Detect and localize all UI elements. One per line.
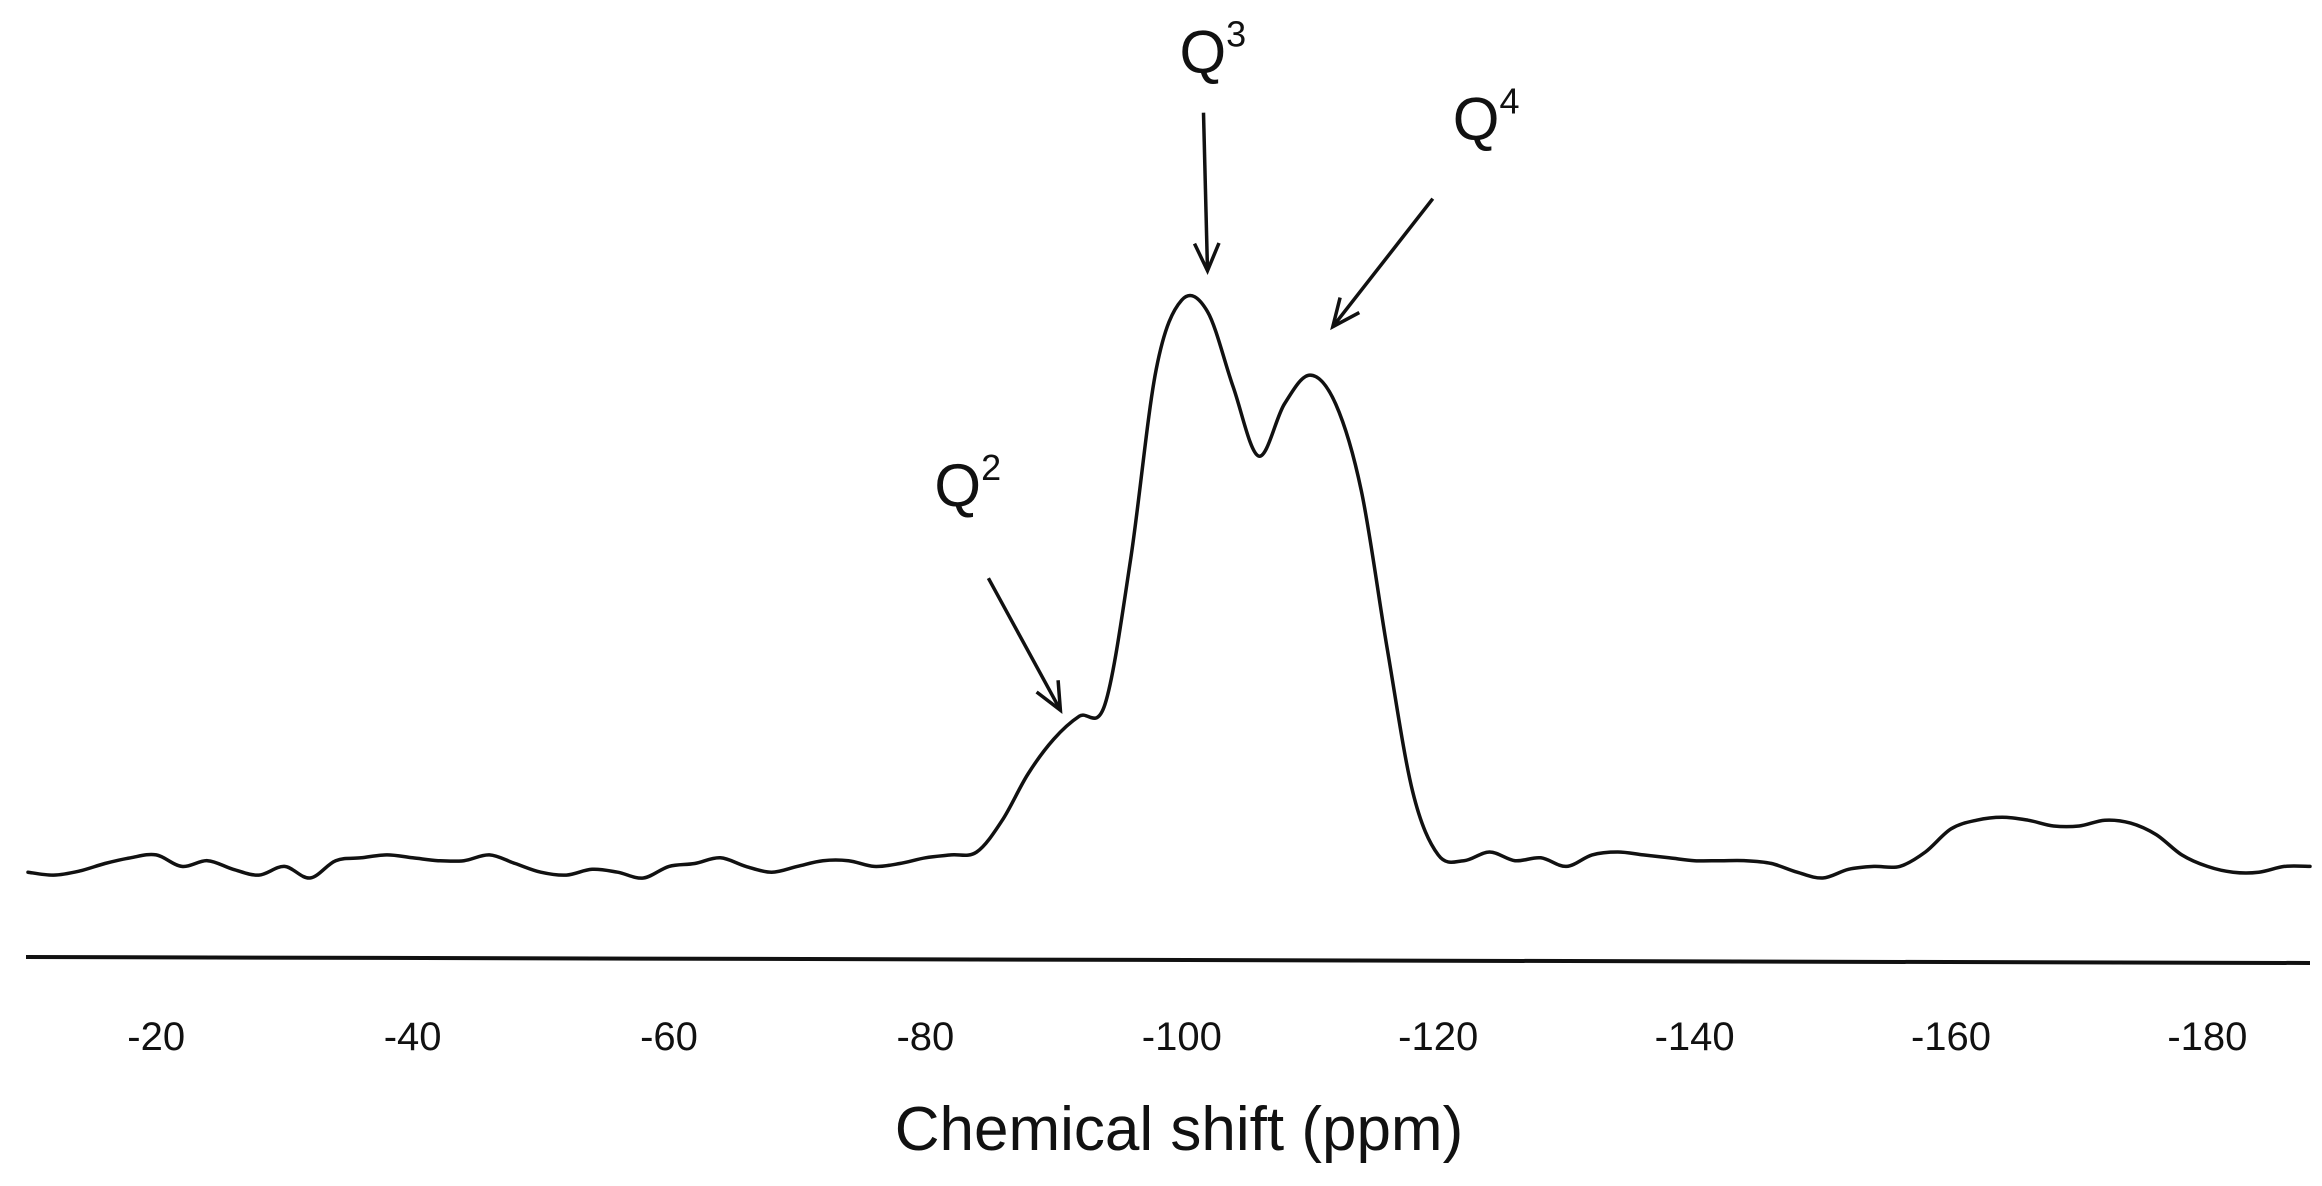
plot-area	[26, 293, 2312, 880]
x-tick-label: -120	[1398, 1015, 1478, 1059]
peak-annotation: Q3	[1180, 14, 1247, 275]
x-tick-label: -180	[2167, 1015, 2247, 1059]
x-tick-label: -40	[384, 1015, 442, 1059]
peak-arrow-head	[1035, 680, 1063, 714]
spectrum-line	[26, 293, 2312, 880]
peak-arrow	[1201, 112, 1210, 271]
peak-arrow-head	[1330, 297, 1361, 331]
x-axis-line	[25, 955, 2311, 965]
x-axis-title: Chemical shift (ppm)	[895, 1095, 1463, 1164]
x-tick-label: -80	[896, 1015, 954, 1059]
peak-label: Q3	[1180, 14, 1247, 86]
peak-annotation: Q4	[1330, 81, 1520, 331]
peak-annotations: Q2 Q3 Q4	[934, 14, 1520, 714]
peak-label: Q2	[934, 447, 1001, 519]
x-tick-label: -100	[1142, 1015, 1222, 1059]
x-tick-label: -20	[127, 1015, 185, 1059]
peak-arrow-head	[1192, 242, 1221, 275]
x-tick-label: -60	[640, 1015, 698, 1059]
peak-arrow	[986, 577, 1062, 712]
peak-arrow	[1331, 197, 1435, 328]
x-axis-ticks: -20 -40 -60 -80 -100 -120 -140 -160 -180	[127, 1015, 2247, 1059]
x-tick-label: -140	[1655, 1015, 1735, 1059]
peak-label: Q4	[1453, 81, 1520, 153]
peak-annotation: Q2	[934, 447, 1063, 714]
x-tick-label: -160	[1911, 1015, 1991, 1059]
